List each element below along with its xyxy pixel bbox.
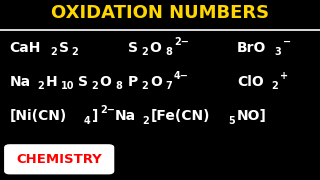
Text: OXIDATION NUMBERS: OXIDATION NUMBERS (51, 4, 269, 22)
Text: Na: Na (10, 75, 31, 89)
Text: 8: 8 (165, 47, 172, 57)
Text: 4−: 4− (174, 71, 189, 81)
Text: 2: 2 (37, 81, 44, 91)
Text: ClO: ClO (237, 75, 264, 89)
Text: NO]: NO] (237, 109, 267, 123)
Text: S: S (59, 41, 69, 55)
Text: 2−: 2− (174, 37, 189, 47)
Text: 5: 5 (228, 116, 235, 126)
Text: CaH: CaH (10, 41, 41, 55)
Text: 2−: 2− (100, 105, 115, 115)
Text: CHEMISTRY: CHEMISTRY (16, 153, 102, 166)
Text: 10: 10 (60, 81, 74, 91)
Text: S: S (78, 75, 88, 89)
Text: −: − (284, 37, 292, 47)
Text: 2: 2 (50, 47, 57, 57)
Text: [Fe(CN): [Fe(CN) (151, 109, 211, 123)
Text: O: O (150, 41, 162, 55)
Text: 4: 4 (84, 116, 90, 126)
Text: [Ni(CN): [Ni(CN) (10, 109, 67, 123)
Text: O: O (100, 75, 111, 89)
Text: ]: ] (92, 109, 99, 123)
Text: H: H (45, 75, 57, 89)
Text: 2: 2 (141, 47, 148, 57)
Text: Na: Na (115, 109, 136, 123)
Text: 3: 3 (275, 47, 282, 57)
Text: 2: 2 (72, 47, 78, 57)
Text: O: O (150, 75, 162, 89)
Text: 8: 8 (115, 81, 122, 91)
Text: +: + (280, 71, 288, 81)
Text: BrO: BrO (237, 41, 266, 55)
Text: 7: 7 (165, 81, 172, 91)
Text: 2: 2 (91, 81, 98, 91)
Text: 2: 2 (271, 81, 278, 91)
FancyBboxPatch shape (5, 145, 114, 174)
Text: 2: 2 (141, 81, 148, 91)
Text: S: S (128, 41, 138, 55)
Text: P: P (128, 75, 138, 89)
Text: 2: 2 (142, 116, 149, 126)
